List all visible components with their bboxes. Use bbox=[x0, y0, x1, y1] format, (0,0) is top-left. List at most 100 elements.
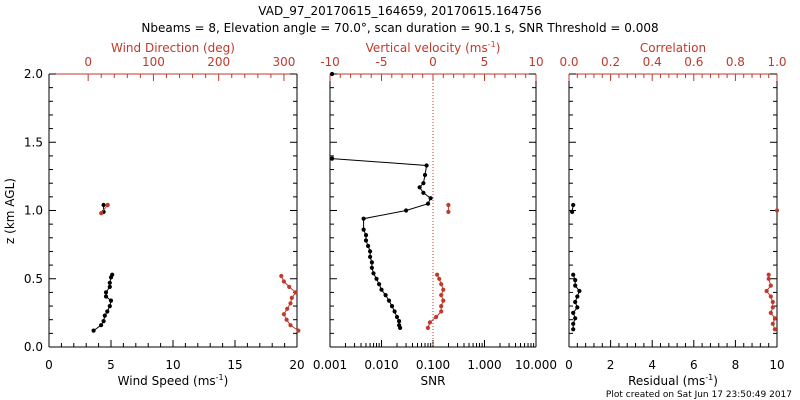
data-point-wind-speed bbox=[105, 309, 110, 314]
y-tick-label: 1.0 bbox=[24, 204, 43, 218]
data-point-snr bbox=[404, 208, 409, 213]
data-point-residual bbox=[571, 327, 576, 332]
top-axis-title-text: Correlation bbox=[640, 41, 706, 55]
data-point-snr bbox=[366, 243, 371, 249]
data-point-residual bbox=[571, 321, 576, 326]
bottom-tick-label: 6 bbox=[690, 358, 698, 372]
data-point-snr bbox=[397, 319, 402, 324]
data-point-snr bbox=[361, 216, 366, 221]
data-point-vertical-velocity bbox=[446, 202, 451, 208]
top-tick-label: 10 bbox=[528, 55, 543, 69]
data-point-correlation bbox=[764, 288, 769, 294]
plot-created-footer: Plot created on Sat Jun 17 23:50:49 2017 bbox=[606, 390, 792, 400]
data-point-vertical-velocity bbox=[434, 314, 439, 320]
data-point-snr bbox=[374, 276, 379, 281]
data-point-wind-direction bbox=[99, 211, 104, 216]
data-point-wind-direction bbox=[287, 284, 292, 289]
data-point-wind-speed bbox=[107, 280, 112, 285]
data-point-wind-speed bbox=[103, 290, 109, 295]
data-point-snr bbox=[394, 314, 400, 320]
data-point-snr bbox=[369, 265, 374, 270]
top-tick-label: 1.0 bbox=[767, 55, 786, 69]
data-point-snr bbox=[369, 260, 374, 265]
top-tick-label: 200 bbox=[207, 55, 230, 69]
bottom-axis-title: SNR bbox=[421, 374, 446, 388]
data-point-wind-speed bbox=[107, 284, 112, 289]
data-point-snr bbox=[392, 309, 397, 314]
bottom-tick-label: 15 bbox=[227, 358, 242, 372]
data-point-residual bbox=[573, 278, 578, 283]
data-point-correlation bbox=[770, 299, 775, 305]
data-point-vertical-velocity bbox=[437, 276, 442, 281]
data-point-snr bbox=[383, 293, 388, 298]
data-point-snr bbox=[425, 201, 431, 206]
top-tick-label: -5 bbox=[376, 55, 388, 69]
y-tick-label: 0.0 bbox=[24, 340, 43, 354]
bottom-tick-label: 1.000 bbox=[467, 358, 501, 372]
data-point-correlation bbox=[766, 272, 771, 277]
data-point-correlation bbox=[766, 276, 771, 281]
data-point-vertical-velocity bbox=[439, 293, 444, 298]
top-tick-label: 0.2 bbox=[601, 55, 620, 69]
data-point-snr bbox=[421, 190, 426, 195]
data-point-snr bbox=[398, 325, 403, 330]
data-point-residual bbox=[575, 305, 580, 310]
data-point-snr bbox=[361, 227, 366, 232]
data-point-correlation bbox=[768, 283, 773, 288]
data-point-wind-direction bbox=[289, 295, 294, 300]
data-point-wind-speed bbox=[108, 298, 114, 303]
data-point-residual bbox=[570, 209, 575, 214]
data-point-snr bbox=[371, 271, 376, 276]
top-axis-title-text: Wind Direction (deg) bbox=[111, 41, 235, 55]
data-point-residual bbox=[573, 316, 578, 321]
data-point-residual bbox=[573, 299, 578, 305]
top-tick-label: 300 bbox=[272, 55, 295, 69]
bottom-tick-label: 0.100 bbox=[416, 358, 450, 372]
top-tick-label: 0 bbox=[84, 55, 92, 69]
data-point-residual bbox=[575, 294, 580, 299]
figure-subtitle: Nbeams = 8, Elevation angle = 70.0°, sca… bbox=[141, 21, 658, 35]
panel-residual-correlation: 0 2 4 6 8 10 0.0 0.2 0.4 0.6 0.8 1.0 Residual (ms-1)… bbox=[559, 41, 786, 388]
series-line-snr bbox=[332, 158, 432, 329]
y-tick-label: 0.5 bbox=[24, 272, 43, 286]
figure-title: VAD_97_20170615_164659, 20170615.164756 bbox=[258, 4, 541, 18]
data-point-residual bbox=[571, 202, 576, 208]
top-axis-title-text: Vertical velocity (ms bbox=[366, 41, 488, 55]
data-point-residual bbox=[573, 283, 578, 288]
y-tick-label: 1.5 bbox=[24, 135, 43, 149]
bottom-axis-title-close: ) bbox=[224, 374, 229, 388]
data-point-snr bbox=[421, 181, 426, 186]
data-point-residual bbox=[571, 272, 576, 277]
data-point-wind-direction bbox=[285, 306, 290, 311]
data-point-snr bbox=[330, 156, 335, 161]
data-point-vertical-velocity bbox=[435, 272, 440, 277]
top-axis-title: Vertical velocity (ms-1) bbox=[366, 40, 501, 55]
bottom-axis-title-superscript: -1 bbox=[705, 373, 713, 382]
data-point-snr bbox=[368, 254, 373, 259]
data-point-vertical-velocity bbox=[441, 298, 446, 303]
data-point-wind-direction bbox=[284, 317, 289, 322]
bottom-tick-label: 8 bbox=[732, 358, 740, 372]
top-tick-label: 0.8 bbox=[726, 55, 745, 69]
data-point-residual bbox=[571, 310, 576, 315]
data-point-wind-speed bbox=[110, 272, 115, 277]
y-tick-label: 2.0 bbox=[24, 67, 43, 81]
data-point-snr bbox=[386, 298, 392, 303]
data-point-wind-speed bbox=[107, 304, 112, 309]
data-point-vertical-velocity bbox=[425, 325, 430, 330]
data-point-wind-speed bbox=[103, 294, 109, 299]
bottom-tick-label: 10 bbox=[769, 358, 784, 372]
data-point-snr bbox=[424, 163, 429, 168]
data-point-vertical-velocity bbox=[439, 304, 444, 309]
top-axis-title: Wind Direction (deg) bbox=[111, 41, 235, 55]
data-point-snr bbox=[330, 71, 335, 77]
top-axis-title-close: ) bbox=[496, 41, 501, 55]
bottom-tick-label: 5 bbox=[107, 358, 115, 372]
data-point-snr bbox=[377, 282, 382, 287]
top-tick-label: 0 bbox=[429, 55, 437, 69]
data-point-snr bbox=[363, 238, 369, 243]
data-point-vertical-velocity bbox=[439, 282, 444, 287]
data-point-wind-direction bbox=[281, 312, 286, 317]
